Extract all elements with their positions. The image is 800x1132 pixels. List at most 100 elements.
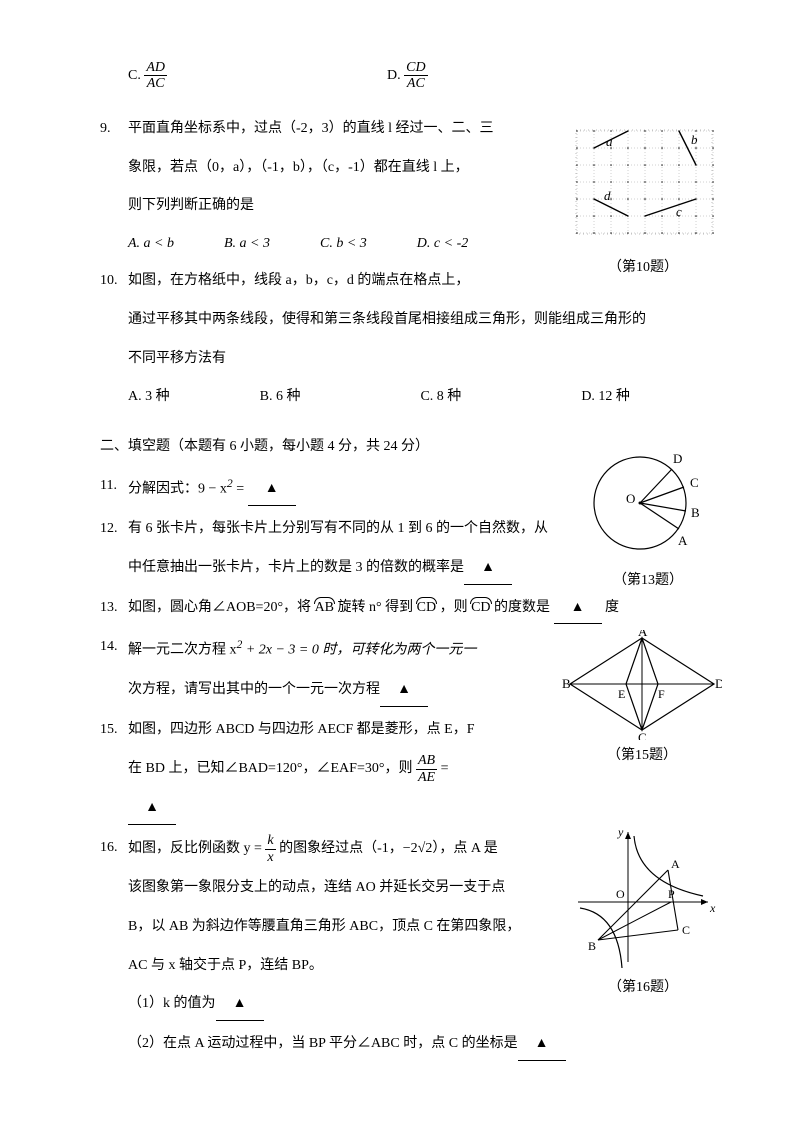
page: C. AD AC D. CD AC bbox=[0, 0, 800, 1129]
q15-caption: （第15题） bbox=[562, 744, 722, 764]
axis-y: y bbox=[617, 825, 624, 839]
q16-caption: （第16题） bbox=[568, 976, 718, 996]
q16-fn: k bbox=[265, 833, 275, 849]
label-D2: D bbox=[715, 676, 722, 691]
q8-c-prefix: C. bbox=[128, 68, 144, 83]
q16-fd: x bbox=[265, 850, 275, 865]
q13-after: 的度数是 bbox=[494, 600, 550, 615]
label-d: d bbox=[604, 188, 611, 203]
label-C2: C bbox=[638, 730, 647, 740]
label-C: C bbox=[690, 475, 699, 490]
label-b: b bbox=[691, 132, 698, 147]
q10-b: B. 6 种 bbox=[260, 383, 301, 411]
q13-b1: 如图，圆心角∠AOB=20°，将 bbox=[128, 600, 311, 615]
q14-b: + 2x − 3 = 0 时，可转化为两个一元一 bbox=[242, 643, 476, 658]
q14-body: 解一元二次方程 x2 + 2x − 3 = 0 时，可转化为两个一元一 bbox=[128, 632, 476, 666]
q13-arc2: CD bbox=[417, 600, 436, 615]
q8-c-num: AD bbox=[144, 60, 167, 76]
axis-x: x bbox=[709, 901, 716, 915]
q15-after: = bbox=[441, 762, 449, 777]
label-A2: A bbox=[638, 630, 648, 639]
q8-option-d: D. CD AC bbox=[387, 60, 428, 92]
q16-p1-text: （1）k 的值为 bbox=[128, 996, 216, 1011]
label-O2: O bbox=[616, 887, 625, 901]
q15-svg: A B C D E F bbox=[562, 630, 722, 740]
q9-line2: 象限，若点（0，a），（-1，b），（c，-1）都在直线 l 上， bbox=[100, 153, 520, 184]
q13-figure: O A B C D （第13题） bbox=[578, 445, 718, 589]
q16-svg: x y O A B C P bbox=[568, 822, 718, 972]
q12-num: 12. bbox=[100, 514, 128, 545]
label-B3: B bbox=[588, 939, 596, 953]
q13-svg: O A B C D bbox=[578, 445, 718, 565]
q13-arc3: CD bbox=[471, 600, 490, 615]
q13-blank: ▲ bbox=[554, 593, 602, 625]
q16-line2: 该图象第一象限分支上的动点，连结 AO 并延长交另一支于点 bbox=[100, 873, 530, 904]
q15-line2-text: 在 BD 上，已知∠BAD=120°，∠EAF=30°，则 bbox=[128, 762, 416, 777]
label-B: B bbox=[691, 505, 700, 520]
q13-caption: （第13题） bbox=[578, 569, 718, 589]
q13-unit: 度 bbox=[605, 600, 619, 615]
q11-num: 11. bbox=[100, 471, 128, 506]
q8-d-num: CD bbox=[404, 60, 427, 76]
q10-line3: 不同平移方法有 bbox=[100, 344, 710, 375]
q15-frac: AB AE bbox=[416, 753, 437, 785]
q8-d-fraction: CD AC bbox=[404, 60, 427, 92]
q10-c: C. 8 种 bbox=[420, 383, 461, 411]
q15-fd: AE bbox=[416, 770, 437, 785]
q15-blank-row: ▲ bbox=[100, 793, 710, 825]
label-E: E bbox=[618, 687, 625, 701]
q15-blank: ▲ bbox=[128, 793, 176, 825]
q9-num: 9. bbox=[100, 114, 128, 145]
label-O: O bbox=[626, 491, 635, 506]
q8-options: C. AD AC D. CD AC bbox=[100, 60, 710, 92]
q8-option-c: C. AD AC bbox=[128, 60, 167, 92]
q10-d: D. 12 种 bbox=[581, 383, 630, 411]
q9-b: B. a < 3 bbox=[224, 230, 270, 258]
label-B2: B bbox=[562, 676, 571, 691]
label-F: F bbox=[658, 687, 665, 701]
q14-a: 解一元二次方程 x bbox=[128, 643, 237, 658]
q8-c-fraction: AD AC bbox=[144, 60, 167, 92]
q9-d: D. c < -2 bbox=[417, 230, 468, 258]
q13-body: 如图，圆心角∠AOB=20°，将 AB 旋转 n° 得到 CD ，则 CD 的度… bbox=[128, 593, 619, 625]
q10-line1: 如图，在方格纸中，线段 a，b，c，d 的端点在格点上， bbox=[128, 266, 469, 297]
q10-choices: A. 3 种 B. 6 种 C. 8 种 D. 12 种 bbox=[100, 383, 710, 411]
q16-blank2: ▲ bbox=[518, 1029, 566, 1061]
label-D: D bbox=[673, 451, 682, 466]
q8-d-prefix: D. bbox=[387, 68, 404, 83]
q11-blank: ▲ bbox=[248, 474, 296, 506]
q10-grid-svg: a b d c bbox=[568, 122, 718, 252]
q10-num: 10. bbox=[100, 266, 128, 297]
q16-a: 如图，反比例函数 y = bbox=[128, 841, 265, 856]
label-A3: A bbox=[671, 857, 680, 871]
q13-m2: ，则 bbox=[440, 600, 468, 615]
q16-b: 的图象经过点（-1，−2√2），点 A 是 bbox=[279, 841, 498, 856]
q9-line1: 平面直角坐标系中，过点（-2，3）的直线 l 经过一、二、三 bbox=[128, 114, 494, 145]
q15-num: 15. bbox=[100, 715, 128, 746]
q11-before: 分解因式：9 − x bbox=[128, 481, 227, 496]
q9-a: A. a < b bbox=[128, 230, 174, 258]
q10-a: A. 3 种 bbox=[128, 383, 170, 411]
q13-num: 13. bbox=[100, 593, 128, 625]
q16-figure: x y O A B C P （第16题） bbox=[568, 822, 718, 996]
q10-caption: （第10题） bbox=[568, 256, 718, 276]
label-a: a bbox=[606, 134, 613, 149]
q10-figure: a b d c （第10题） bbox=[568, 122, 718, 276]
q10-line2: 通过平移其中两条线段，使得和第三条线段首尾相接组成三角形，则能组成三角形的 bbox=[100, 305, 710, 336]
q13-m1: 旋转 n° 得到 bbox=[338, 600, 414, 615]
q12-blank: ▲ bbox=[464, 553, 512, 585]
q13-arc1: AB bbox=[315, 600, 334, 615]
q12-line1: 有 6 张卡片，每张卡片上分别写有不同的从 1 到 6 的一个自然数，从 bbox=[128, 514, 548, 545]
label-c: c bbox=[676, 204, 682, 219]
q16-line3: B，以 AB 为斜边作等腰直角三角形 ABC，顶点 C 在第四象限， bbox=[100, 912, 530, 943]
q16-blank1: ▲ bbox=[216, 989, 264, 1021]
label-P: P bbox=[668, 887, 675, 901]
q12-line2-text: 中任意抽出一张卡片，卡片上的数是 3 的倍数的概率是 bbox=[128, 560, 464, 575]
q11-after: = bbox=[233, 481, 248, 496]
q11-body: 分解因式：9 − x2 = ▲ bbox=[128, 471, 296, 506]
label-A: A bbox=[678, 533, 688, 548]
q15-figure: A B C D E F （第15题） bbox=[562, 630, 722, 764]
q15-fn: AB bbox=[416, 753, 437, 769]
q14-blank: ▲ bbox=[380, 675, 428, 707]
q8-d-den: AC bbox=[404, 76, 427, 91]
